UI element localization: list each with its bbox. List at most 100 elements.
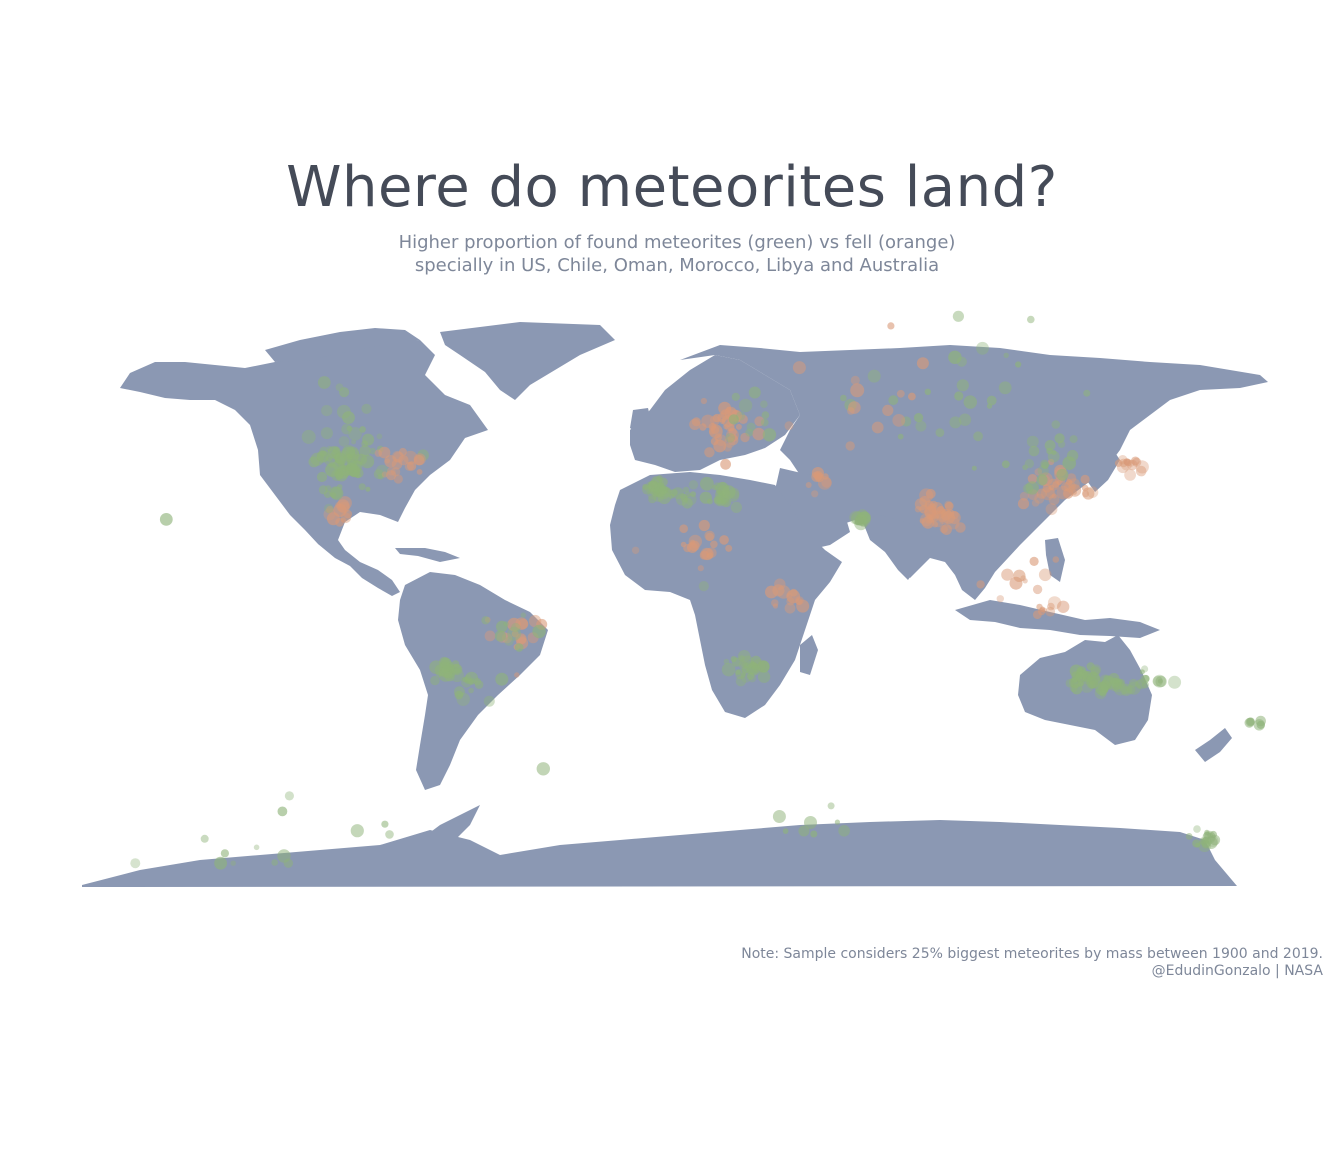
meteorite-point-fell bbox=[704, 447, 715, 458]
meteorite-point-found bbox=[735, 669, 741, 675]
meteorite-point-fell bbox=[940, 510, 947, 516]
meteorite-point-fell bbox=[774, 578, 786, 590]
meteorite-point-fell bbox=[680, 541, 687, 548]
meteorite-point-fell bbox=[374, 449, 382, 457]
land-madagascar bbox=[800, 635, 818, 675]
meteorite-point-fell bbox=[1080, 474, 1090, 484]
meteorite-point-fell bbox=[1123, 458, 1131, 466]
meteorite-point-found bbox=[350, 824, 364, 838]
meteorite-point-found bbox=[1207, 832, 1213, 839]
meteorite-point-fell bbox=[1048, 458, 1055, 466]
meteorite-point-found bbox=[973, 431, 983, 442]
meteorite-point-found bbox=[346, 459, 358, 471]
meteorite-point-found bbox=[748, 664, 759, 675]
meteorite-point-found bbox=[731, 657, 742, 667]
meteorite-point-fell bbox=[1086, 486, 1099, 498]
meteorite-point-found bbox=[230, 860, 236, 866]
meteorite-point-found bbox=[200, 834, 209, 843]
meteorite-point-found bbox=[935, 428, 945, 437]
land-asia bbox=[680, 345, 1268, 600]
meteorite-point-fell bbox=[796, 599, 810, 613]
meteorite-point-fell bbox=[514, 672, 520, 678]
meteorite-point-found bbox=[838, 825, 850, 837]
meteorite-point-fell bbox=[705, 532, 714, 542]
meteorite-point-found bbox=[1088, 680, 1096, 689]
meteorite-point-fell bbox=[1135, 460, 1149, 474]
meteorite-point-found bbox=[474, 680, 484, 689]
meteorite-point-fell bbox=[1061, 482, 1071, 492]
meteorite-point-found bbox=[532, 624, 546, 639]
meteorite-point-fell bbox=[413, 454, 425, 466]
meteorite-point-found bbox=[741, 666, 750, 674]
meteorite-point-fell bbox=[1031, 499, 1040, 507]
meteorite-point-found bbox=[511, 622, 521, 633]
meteorite-point-fell bbox=[706, 552, 713, 559]
meteorite-point-found bbox=[323, 490, 332, 498]
meteorite-point-found bbox=[377, 473, 385, 480]
meteorite-point-fell bbox=[916, 357, 929, 370]
land-japan bbox=[1085, 448, 1120, 492]
meteorite-point-fell bbox=[689, 418, 701, 430]
meteorite-point-fell bbox=[700, 397, 708, 405]
meteorite-point-fell bbox=[996, 595, 1004, 603]
meteorite-point-found bbox=[1051, 420, 1061, 429]
meteorite-point-found bbox=[725, 433, 735, 443]
meteorite-point-found bbox=[317, 376, 331, 389]
caption-source: @EdudinGonzalo | NASA bbox=[1151, 963, 1323, 979]
land-layer bbox=[82, 322, 1268, 887]
meteorite-point-found bbox=[253, 844, 260, 851]
meteorite-point-found bbox=[1127, 681, 1141, 695]
meteorite-point-fell bbox=[1132, 457, 1142, 467]
meteorite-point-found bbox=[914, 413, 924, 423]
meteorite-point-found bbox=[350, 460, 363, 473]
meteorite-point-fell bbox=[786, 597, 795, 606]
meteorite-point-fell bbox=[821, 477, 832, 488]
meteorite-point-fell bbox=[708, 422, 717, 431]
subtitle-line-2: specially in US, Chile, Oman, Morocco, L… bbox=[414, 255, 940, 276]
meteorite-point-found bbox=[723, 658, 730, 665]
meteorite-point-found bbox=[956, 379, 969, 392]
meteorite-point-found bbox=[316, 471, 328, 483]
land-antarctica bbox=[82, 820, 1237, 887]
meteorite-point-found bbox=[359, 445, 371, 457]
meteorite-point-found bbox=[1121, 685, 1130, 695]
meteorite-point-found bbox=[1022, 464, 1028, 471]
meteorite-point-fell bbox=[323, 508, 336, 521]
meteorite-point-found bbox=[1027, 315, 1035, 324]
meteorite-point-found bbox=[316, 452, 325, 461]
meteorite-point-fell bbox=[511, 630, 519, 638]
meteorite-point-found bbox=[1129, 678, 1138, 688]
meteorite-point-found bbox=[1028, 445, 1040, 457]
meteorite-point-found bbox=[1120, 683, 1133, 696]
meteorite-point-found bbox=[369, 447, 377, 455]
meteorite-point-found bbox=[1066, 449, 1079, 462]
meteorite-point-fell bbox=[1057, 600, 1070, 613]
meteorite-point-fell bbox=[484, 630, 496, 642]
meteorite-point-fell bbox=[847, 407, 855, 415]
meteorite-point-found bbox=[760, 418, 769, 427]
meteorite-point-fell bbox=[1038, 568, 1052, 582]
meteorite-point-found bbox=[349, 465, 361, 478]
meteorite-point-found bbox=[963, 395, 977, 409]
meteorite-point-found bbox=[949, 416, 962, 429]
meteorite-point-found bbox=[971, 465, 977, 471]
meteorite-point-found bbox=[1069, 664, 1083, 678]
meteorite-point-found bbox=[1195, 842, 1201, 848]
meteorite-point-fell bbox=[1135, 465, 1147, 477]
meteorite-point-found bbox=[338, 436, 350, 447]
meteorite-point-found bbox=[496, 620, 508, 633]
meteorite-point-fell bbox=[1034, 468, 1043, 476]
meteorite-point-found bbox=[897, 433, 904, 440]
meteorite-point-found bbox=[483, 695, 495, 707]
meteorite-point-found bbox=[1126, 685, 1136, 695]
meteorite-point-fell bbox=[1029, 556, 1039, 566]
meteorite-point-found bbox=[339, 387, 350, 398]
meteorite-point-found bbox=[435, 671, 442, 678]
meteorite-point-fell bbox=[944, 500, 953, 509]
land-antarctic-peninsula bbox=[420, 805, 480, 840]
meteorite-point-fell bbox=[955, 522, 966, 533]
meteorite-point-fell bbox=[817, 476, 832, 490]
meteorite-point-found bbox=[748, 386, 761, 399]
meteorite-point-fell bbox=[1052, 481, 1060, 488]
world-map bbox=[82, 310, 1268, 887]
